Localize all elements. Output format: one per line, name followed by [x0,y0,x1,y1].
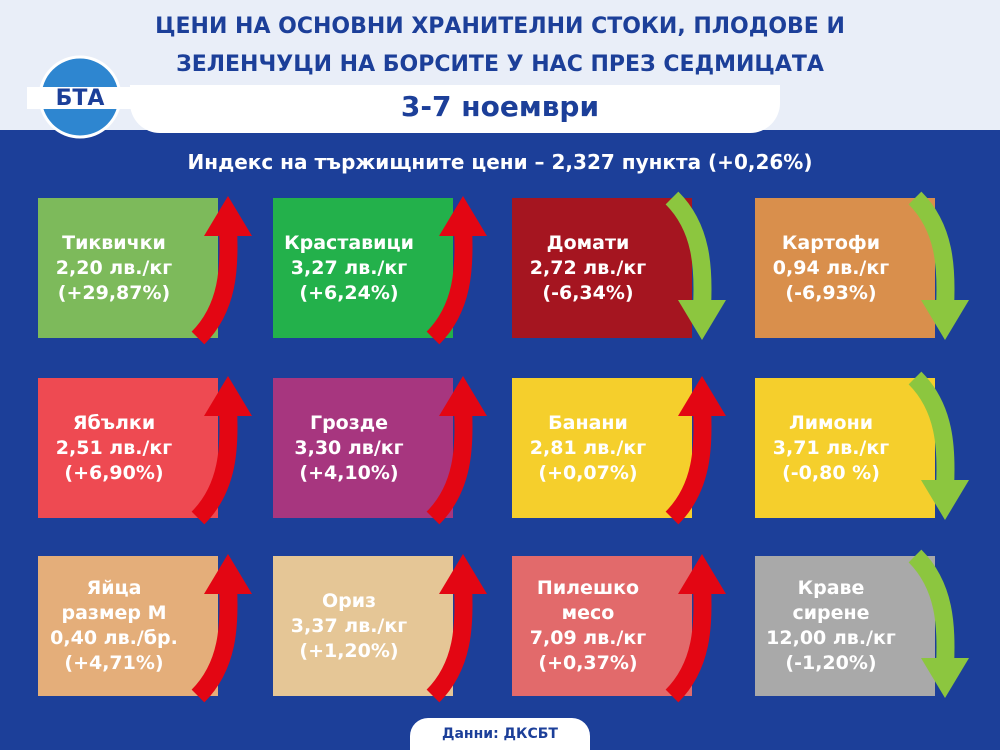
price-tile: Картофи 0,94 лв./кг (-6,93%) [755,191,969,340]
trend-arrow [908,371,969,520]
arrow-shaft [665,585,712,703]
price-tile: Краставици 3,27 лв./кг (+6,24%) [273,196,487,345]
arrow-head [439,554,487,594]
arrow-head [921,480,969,520]
trend-arrow [908,549,969,698]
arrow-shaft [665,191,712,309]
change: (-6,34%) [542,281,634,304]
price: 12,00 лв./кг [766,627,896,649]
price: 2,81 лв./кг [529,436,647,459]
trend-arrow [426,376,487,525]
market-index: Индекс на тържищните цени – 2,327 пункта… [187,150,813,174]
change: (+4,71%) [64,652,164,674]
change: (+0,07%) [538,461,638,484]
product-name: Пилешко [536,577,640,599]
title-line: ЗЕЛЕНЧУЦИ НА БОРСИТЕ У НАС ПРЕЗ СЕДМИЦАТ… [176,52,824,77]
header-band [130,85,780,133]
price-tile: Домати 2,72 лв./кг (-6,34%) [512,191,726,340]
price-tile: Лимони 3,71 лв./кг (-0,80 %) [755,371,969,520]
product-name: сирене [792,602,870,624]
price: 2,20 лв./кг [55,256,173,279]
arrow-head [204,376,252,416]
arrow-shaft [426,407,473,525]
price: 7,09 лв./кг [529,627,647,649]
logo-text: БТА [56,86,105,111]
trend-arrow [191,554,252,703]
trend-arrow [908,191,969,340]
product-name: Ябълки [72,411,156,434]
change: (-6,93%) [785,281,877,304]
trend-arrow [665,191,726,340]
arrow-shaft [665,407,712,525]
change: (+4,10%) [299,461,399,484]
arrow-shaft [191,227,238,345]
change: (-1,20%) [785,652,877,674]
arrow-head [921,658,969,698]
arrow-shaft [426,227,473,345]
arrow-shaft [191,407,238,525]
product-name: Краставици [284,231,414,254]
product-name: Яйца [86,577,142,599]
trend-arrow [426,196,487,345]
price-tile: Яйца размер М 0,40 лв./бр. (+4,71%) [38,554,252,703]
price: 2,72 лв./кг [529,256,647,279]
arrow-head [678,554,726,594]
arrow-shaft [426,585,473,703]
price: 3,30 лв/кг [294,436,404,459]
logo: БТА [27,55,133,139]
price-tile: Краве сирене 12,00 лв./кг (-1,20%) [755,549,969,698]
arrow-shaft [908,191,955,309]
change: (+6,90%) [64,461,164,484]
price-tile: Пилешко месо 7,09 лв./кг (+0,37%) [512,554,726,703]
price: 0,94 лв./кг [772,256,890,279]
price-tile: Банани 2,81 лв./кг (+0,07%) [512,376,726,525]
price: 3,27 лв./кг [290,256,408,279]
trend-arrow [191,196,252,345]
change: (+29,87%) [57,281,171,304]
trend-arrow [426,554,487,703]
product-name: Картофи [781,231,881,254]
product-name: Банани [548,411,628,434]
product-name: Ориз [321,589,377,612]
change: (+0,37%) [538,652,638,674]
date: 3-7 ноември [400,90,600,123]
arrow-head [439,196,487,236]
source: Данни: ДКСБТ [410,718,590,750]
product-name: Грозде [309,411,389,434]
arrow-head [204,196,252,236]
price: 3,71 лв./кг [772,436,890,459]
arrow-head [678,300,726,340]
arrow-head [921,300,969,340]
arrow-head [204,554,252,594]
trend-arrow [191,376,252,525]
price-tile: Грозде 3,30 лв/кг (+4,10%) [273,376,487,525]
arrow-shaft [908,371,955,489]
product-name: Домати [546,231,630,254]
title-line: ЦЕНИ НА ОСНОВНИ ХРАНИТЕЛНИ СТОКИ, ПЛОДОВ… [155,14,845,39]
product-name: Тиквички [62,231,166,254]
trend-arrow [665,554,726,703]
trend-arrow [665,376,726,525]
arrow-head [439,376,487,416]
price-tile: Ориз 3,37 лв./кг (+1,20%) [273,554,487,703]
price-tile: Ябълки 2,51 лв./кг (+6,90%) [38,376,252,525]
product-name: месо [561,602,615,624]
change: (+1,20%) [299,639,399,662]
arrow-head [678,376,726,416]
price: 0,40 лв./бр. [50,627,178,649]
change: (+6,24%) [299,281,399,304]
price: 3,37 лв./кг [290,614,408,637]
change: (-0,80 %) [782,461,880,484]
product-name: Краве [797,577,865,599]
arrow-shaft [908,549,955,667]
price: 2,51 лв./кг [55,436,173,459]
price-tile: Тиквички 2,20 лв./кг (+29,87%) [38,196,252,345]
product-name: размер М [61,602,167,624]
product-name: Лимони [788,411,874,434]
arrow-shaft [191,585,238,703]
